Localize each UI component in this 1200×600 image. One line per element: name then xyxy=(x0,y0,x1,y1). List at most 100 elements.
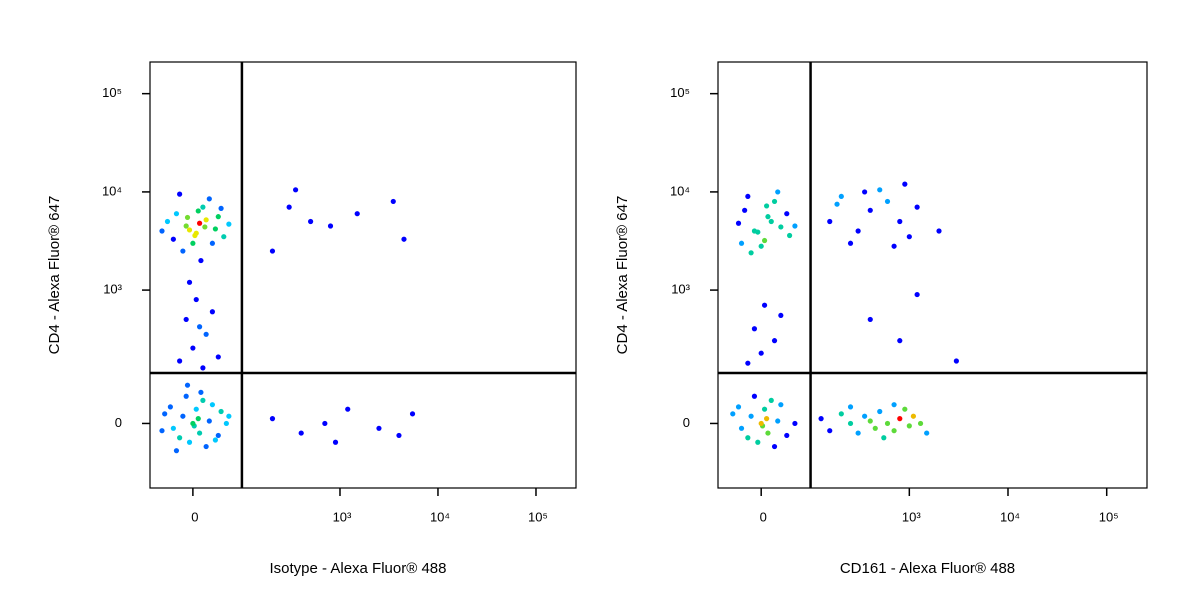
event-dot xyxy=(891,243,897,249)
event-dot xyxy=(924,430,930,436)
event-dot xyxy=(218,408,224,415)
y-axis-label: CD4 - Alexa Fluor® 647 xyxy=(46,196,63,355)
event-dot xyxy=(203,331,209,337)
event-dot xyxy=(936,228,942,234)
event-dot xyxy=(738,425,745,431)
event-dot xyxy=(775,418,781,424)
y-tick-label: 10³ xyxy=(671,282,690,297)
event-dot xyxy=(198,389,204,395)
event-dot xyxy=(748,250,754,256)
event-dot xyxy=(855,228,861,234)
event-dot xyxy=(877,408,883,415)
event-dot xyxy=(183,223,189,229)
event-dot xyxy=(183,393,189,399)
x-tick-label: 10⁵ xyxy=(528,509,548,524)
event-dot xyxy=(209,402,216,408)
event-dot xyxy=(286,204,292,210)
event-dot xyxy=(792,420,798,427)
event-dot xyxy=(196,324,203,330)
event-dot xyxy=(765,214,771,220)
event-dot xyxy=(745,193,751,200)
event-dot xyxy=(771,198,778,205)
event-dot xyxy=(206,196,212,202)
y-tick-label: 0 xyxy=(683,415,690,430)
event-dot xyxy=(200,397,206,403)
event-dot xyxy=(784,211,790,217)
event-dot xyxy=(897,338,903,344)
event-dot xyxy=(221,234,227,240)
event-dot xyxy=(953,358,959,364)
event-dot xyxy=(838,411,844,417)
event-dot xyxy=(742,207,748,213)
event-dot xyxy=(902,406,908,412)
event-dot xyxy=(164,218,171,225)
event-dot xyxy=(162,411,168,417)
event-dot xyxy=(193,296,199,303)
event-dot xyxy=(755,229,761,235)
event-dot xyxy=(184,382,191,388)
event-dot xyxy=(827,218,833,225)
event-dot xyxy=(177,191,183,197)
event-dot xyxy=(327,223,334,229)
event-dot xyxy=(322,420,328,427)
event-dot xyxy=(195,208,201,214)
x-axis-label: Isotype - Alexa Fluor® 488 xyxy=(270,560,447,577)
event-dot xyxy=(906,234,912,240)
event-dot xyxy=(184,214,191,221)
event-dot xyxy=(332,439,339,445)
event-dot xyxy=(209,240,216,246)
event-dot xyxy=(768,218,774,225)
event-dot xyxy=(786,232,793,239)
event-dot xyxy=(855,430,861,436)
event-dot xyxy=(215,354,221,360)
event-dot xyxy=(177,435,183,441)
event-dot xyxy=(209,309,216,315)
event-dot xyxy=(298,430,304,436)
event-dot xyxy=(223,420,229,427)
event-dot xyxy=(862,189,868,195)
event-dot xyxy=(198,257,204,264)
event-dot xyxy=(834,201,840,207)
event-dot xyxy=(203,217,209,223)
event-dot xyxy=(170,425,176,431)
event-dot xyxy=(180,413,186,419)
event-dot xyxy=(838,193,844,200)
event-dot xyxy=(778,402,784,408)
event-dot xyxy=(192,232,198,239)
event-dot xyxy=(771,338,778,344)
event-dot xyxy=(173,448,180,454)
event-dot xyxy=(764,203,770,209)
event-dot xyxy=(881,435,887,441)
x-tick-label: 10⁵ xyxy=(1099,509,1119,524)
event-dot xyxy=(170,236,176,242)
event-dot xyxy=(180,248,186,254)
y-tick-label: 10⁴ xyxy=(102,183,122,198)
event-dot xyxy=(196,220,203,226)
event-dot xyxy=(758,420,764,427)
event-dot xyxy=(735,220,742,226)
y-tick-label: 10⁴ xyxy=(670,183,690,198)
event-dot xyxy=(215,214,221,220)
event-dot xyxy=(269,416,276,422)
event-dot xyxy=(212,437,218,443)
event-dot xyxy=(196,430,203,436)
event-dot xyxy=(847,404,854,410)
event-dot xyxy=(200,204,206,210)
event-dot xyxy=(186,227,193,233)
event-dot xyxy=(784,432,790,439)
event-dot xyxy=(910,413,917,419)
event-dot xyxy=(818,416,824,422)
event-dot xyxy=(877,187,883,193)
event-dot xyxy=(203,443,209,450)
event-dot xyxy=(891,402,897,408)
event-dot xyxy=(269,248,276,254)
event-dot xyxy=(847,240,854,246)
event-dot xyxy=(738,240,745,246)
event-dot xyxy=(401,236,407,242)
event-dot xyxy=(761,302,768,308)
y-tick-label: 0 xyxy=(115,415,122,430)
event-dot xyxy=(751,326,758,332)
event-dot xyxy=(748,413,754,419)
event-dot xyxy=(292,187,299,193)
x-tick-label: 10⁴ xyxy=(430,509,450,524)
